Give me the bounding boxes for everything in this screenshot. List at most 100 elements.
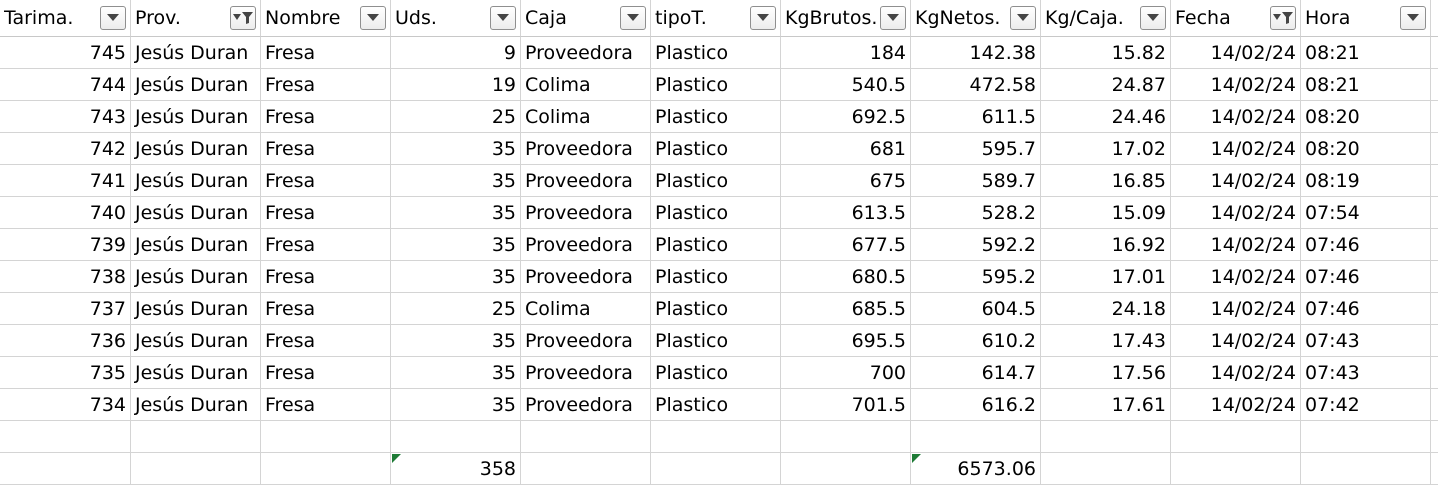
table-cell[interactable]: Plastico (651, 261, 781, 293)
empty-cell[interactable] (1301, 421, 1431, 453)
table-cell[interactable]: 744 (0, 69, 131, 101)
table-cell[interactable]: Fresa (261, 357, 391, 389)
table-cell[interactable]: 15.82 (1041, 37, 1171, 69)
table-cell[interactable]: 17.02 (1041, 133, 1171, 165)
table-cell[interactable]: 739 (0, 229, 131, 261)
empty-cell[interactable] (651, 421, 781, 453)
table-cell[interactable]: Fresa (261, 261, 391, 293)
empty-cell[interactable] (1431, 453, 1438, 485)
empty-cell[interactable] (131, 421, 261, 453)
table-cell[interactable]: 589.7 (911, 165, 1041, 197)
table-cell[interactable]: 07:46 (1301, 261, 1431, 293)
table-cell[interactable]: Fresa (261, 293, 391, 325)
table-cell[interactable]: Jesús Duran (131, 37, 261, 69)
empty-cell[interactable] (521, 421, 651, 453)
table-cell[interactable]: Jesús Duran (131, 69, 261, 101)
table-cell[interactable]: 737 (0, 293, 131, 325)
table-cell[interactable]: Plastico (651, 389, 781, 421)
filter-dropdown-button[interactable] (1140, 6, 1166, 30)
table-cell[interactable]: Jesús Duran (131, 133, 261, 165)
filter-dropdown-button[interactable] (360, 6, 386, 30)
table-cell[interactable]: 738 (0, 261, 131, 293)
empty-cell[interactable] (1431, 37, 1438, 69)
table-cell[interactable]: 35 (391, 197, 521, 229)
table-cell[interactable]: 734 (0, 389, 131, 421)
table-cell[interactable]: 142.38 (911, 37, 1041, 69)
empty-cell[interactable] (1041, 421, 1171, 453)
empty-cell[interactable] (1431, 357, 1438, 389)
error-indicator-icon[interactable] (392, 454, 401, 463)
empty-cell[interactable] (1301, 453, 1431, 485)
table-cell[interactable]: 613.5 (781, 197, 911, 229)
empty-cell[interactable] (1431, 389, 1438, 421)
column-header-hora[interactable]: Hora (1301, 0, 1431, 37)
table-cell[interactable]: 740 (0, 197, 131, 229)
table-cell[interactable]: 616.2 (911, 389, 1041, 421)
empty-cell[interactable] (1431, 229, 1438, 261)
table-cell[interactable]: Jesús Duran (131, 261, 261, 293)
table-cell[interactable]: Plastico (651, 69, 781, 101)
empty-cell[interactable] (1431, 421, 1438, 453)
table-cell[interactable]: Fresa (261, 37, 391, 69)
table-cell[interactable]: 08:20 (1301, 133, 1431, 165)
table-cell[interactable]: 07:46 (1301, 293, 1431, 325)
table-cell[interactable]: 614.7 (911, 357, 1041, 389)
table-cell[interactable]: 17.61 (1041, 389, 1171, 421)
empty-cell[interactable] (261, 453, 391, 485)
table-cell[interactable]: 742 (0, 133, 131, 165)
filter-dropdown-button[interactable] (1010, 6, 1036, 30)
table-cell[interactable]: 14/02/24 (1171, 357, 1301, 389)
empty-cell[interactable] (1171, 421, 1301, 453)
table-cell[interactable]: 14/02/24 (1171, 261, 1301, 293)
table-cell[interactable]: 25 (391, 293, 521, 325)
empty-header-cell[interactable] (1431, 0, 1438, 37)
table-cell[interactable]: Proveedora (521, 37, 651, 69)
column-header-kg-caja[interactable]: Kg/Caja. (1041, 0, 1171, 37)
table-cell[interactable]: 14/02/24 (1171, 389, 1301, 421)
table-cell[interactable]: Proveedora (521, 197, 651, 229)
empty-cell[interactable] (0, 453, 131, 485)
table-cell[interactable]: Plastico (651, 37, 781, 69)
column-header-kgnetos[interactable]: KgNetos. (911, 0, 1041, 37)
filter-dropdown-button[interactable] (750, 6, 776, 30)
table-cell[interactable]: 700 (781, 357, 911, 389)
table-cell[interactable]: 35 (391, 261, 521, 293)
table-cell[interactable]: 24.87 (1041, 69, 1171, 101)
table-cell[interactable]: 08:19 (1301, 165, 1431, 197)
table-cell[interactable]: Colima (521, 69, 651, 101)
table-cell[interactable]: 17.01 (1041, 261, 1171, 293)
empty-cell[interactable] (1171, 453, 1301, 485)
table-cell[interactable]: Plastico (651, 357, 781, 389)
table-cell[interactable]: Proveedora (521, 165, 651, 197)
table-cell[interactable]: Proveedora (521, 229, 651, 261)
table-cell[interactable]: Fresa (261, 229, 391, 261)
table-cell[interactable]: 16.85 (1041, 165, 1171, 197)
table-cell[interactable]: 741 (0, 165, 131, 197)
table-cell[interactable]: 736 (0, 325, 131, 357)
table-cell[interactable]: 595.7 (911, 133, 1041, 165)
table-cell[interactable]: 15.09 (1041, 197, 1171, 229)
table-cell[interactable]: Jesús Duran (131, 197, 261, 229)
table-cell[interactable]: 07:46 (1301, 229, 1431, 261)
table-cell[interactable]: 08:21 (1301, 69, 1431, 101)
table-cell[interactable]: Fresa (261, 165, 391, 197)
table-cell[interactable]: 19 (391, 69, 521, 101)
table-cell[interactable]: Jesús Duran (131, 325, 261, 357)
table-cell[interactable]: 604.5 (911, 293, 1041, 325)
empty-cell[interactable] (1431, 325, 1438, 357)
table-cell[interactable]: Proveedora (521, 357, 651, 389)
filter-active-button[interactable] (1270, 6, 1296, 30)
table-cell[interactable]: 14/02/24 (1171, 133, 1301, 165)
table-cell[interactable]: Colima (521, 101, 651, 133)
table-cell[interactable]: Plastico (651, 101, 781, 133)
table-cell[interactable]: 681 (781, 133, 911, 165)
table-cell[interactable]: 14/02/24 (1171, 197, 1301, 229)
empty-cell[interactable] (1431, 101, 1438, 133)
table-cell[interactable]: 16.92 (1041, 229, 1171, 261)
table-cell[interactable]: 17.56 (1041, 357, 1171, 389)
table-cell[interactable]: 184 (781, 37, 911, 69)
table-cell[interactable]: 14/02/24 (1171, 293, 1301, 325)
table-cell[interactable]: Proveedora (521, 261, 651, 293)
table-cell[interactable]: 9 (391, 37, 521, 69)
table-cell[interactable]: Jesús Duran (131, 389, 261, 421)
